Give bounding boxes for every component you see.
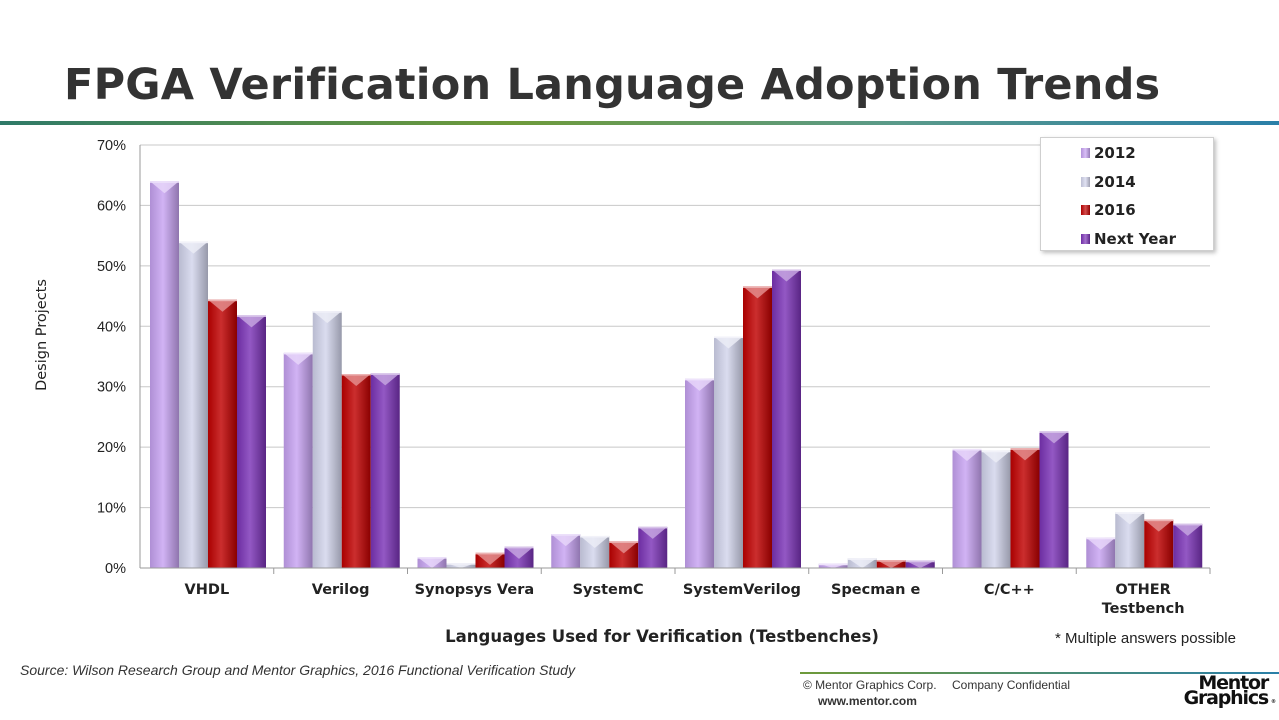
y-tick-label: 60% bbox=[97, 198, 126, 214]
legend-item: 2012 bbox=[1081, 143, 1136, 163]
bar bbox=[1010, 448, 1040, 568]
legend-item: Next Year bbox=[1081, 229, 1176, 249]
website-link[interactable]: www.mentor.com bbox=[818, 694, 917, 708]
chart-legend: 2012 2014 2016 Next Year bbox=[1040, 137, 1214, 251]
bar bbox=[818, 563, 848, 568]
bar bbox=[208, 299, 237, 568]
legend-label: Next Year bbox=[1094, 229, 1176, 248]
bar bbox=[981, 450, 1011, 568]
legend-label: 2012 bbox=[1094, 144, 1136, 162]
legend-swatch bbox=[1081, 205, 1090, 215]
x-axis-label: Languages Used for Verification (Testben… bbox=[445, 627, 879, 646]
bar bbox=[341, 374, 371, 568]
y-tick-label: 10% bbox=[97, 501, 126, 517]
logo-registered-mark: ® bbox=[1271, 699, 1276, 705]
bar bbox=[876, 560, 906, 568]
bar bbox=[1144, 519, 1174, 568]
bar bbox=[952, 448, 982, 568]
bar bbox=[743, 286, 772, 568]
y-tick-label: 40% bbox=[97, 319, 126, 335]
bar bbox=[685, 378, 714, 568]
bar bbox=[475, 552, 505, 568]
y-tick-label: 50% bbox=[97, 259, 126, 275]
logo-line-2: Graphics bbox=[1183, 687, 1270, 709]
bar bbox=[714, 336, 743, 568]
x-tick-label: C/C++ bbox=[984, 582, 1035, 598]
bar bbox=[772, 269, 801, 568]
bar bbox=[1115, 512, 1145, 568]
logo-line-1: Mentor bbox=[1198, 672, 1269, 694]
bars bbox=[150, 181, 1203, 568]
x-axis-ticks: VHDL Verilog Synopsys Vera SystemC SystemVer… bbox=[185, 582, 1185, 617]
bar bbox=[609, 541, 639, 568]
x-tick-label: Specman e bbox=[831, 582, 921, 598]
bar bbox=[150, 181, 179, 568]
copyright-text: © Mentor Graphics Corp. bbox=[803, 678, 937, 692]
bar bbox=[504, 546, 534, 568]
confidential-label: Company Confidential bbox=[952, 678, 1071, 692]
footnote: * Multiple answers possible bbox=[1055, 630, 1236, 647]
y-axis-ticks: 0% 10% 20% 30% 40% 50% 60% 70% bbox=[97, 138, 126, 577]
y-tick-label: 0% bbox=[105, 561, 126, 577]
legend-swatch bbox=[1081, 148, 1090, 158]
bar bbox=[580, 535, 610, 568]
x-tick-label: SystemVerilog bbox=[683, 582, 801, 598]
slide-title: FPGA Verification Language Adoption Tren… bbox=[64, 60, 1161, 110]
legend-label: 2016 bbox=[1094, 201, 1136, 219]
bar bbox=[1086, 537, 1116, 568]
bar bbox=[237, 315, 266, 568]
x-tick-label: VHDL bbox=[185, 582, 230, 598]
footer-divider bbox=[800, 672, 1279, 674]
bar-chart: 0% 10% 20% 30% 40% 50% 60% 70% VHDL Verilog Synop… bbox=[34, 138, 1211, 646]
x-tick-label: OTHER Testbench bbox=[1102, 582, 1185, 617]
bar bbox=[1039, 431, 1069, 568]
legend-swatch bbox=[1081, 233, 1090, 244]
mentor-graphics-logo: Mentor Graphics ® bbox=[1168, 672, 1276, 716]
y-tick-label: 20% bbox=[97, 440, 126, 456]
bar bbox=[370, 373, 400, 568]
bar bbox=[417, 557, 447, 568]
bar bbox=[312, 311, 342, 568]
x-tick-label: SystemC bbox=[573, 582, 644, 598]
bar bbox=[446, 563, 476, 568]
x-tick-label: Synopsys Vera bbox=[415, 582, 535, 598]
legend-label: 2014 bbox=[1094, 172, 1136, 191]
x-axis bbox=[139, 145, 1211, 574]
y-tick-label: 30% bbox=[97, 380, 126, 396]
y-tick-label: 70% bbox=[97, 138, 126, 154]
legend-item: 2016 bbox=[1081, 200, 1136, 220]
x-tick-label: Verilog bbox=[312, 582, 370, 598]
y-axis-label: Design Projects bbox=[34, 279, 50, 391]
bar bbox=[905, 560, 935, 568]
bar bbox=[638, 526, 668, 568]
bar bbox=[1173, 523, 1203, 568]
bar bbox=[551, 534, 581, 568]
bar bbox=[179, 241, 208, 568]
bar bbox=[847, 558, 877, 568]
source-citation: Source: Wilson Research Group and Mentor… bbox=[20, 662, 575, 678]
legend-swatch bbox=[1081, 176, 1090, 187]
legend-item: 2014 bbox=[1081, 172, 1136, 192]
bar bbox=[283, 352, 313, 568]
title-divider bbox=[0, 121, 1279, 125]
